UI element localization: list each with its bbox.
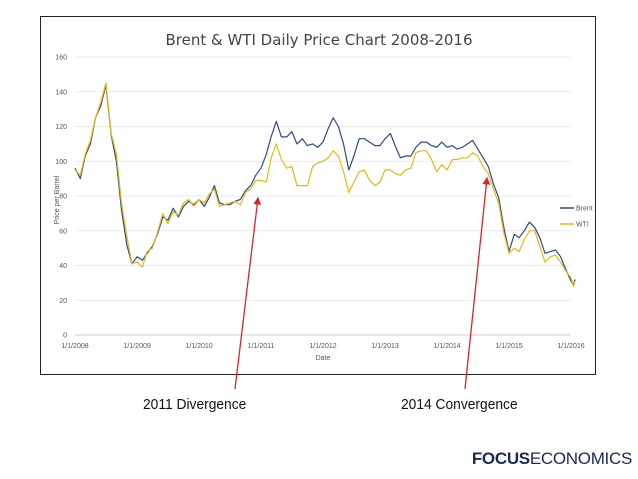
y-tick-label: 160 xyxy=(55,55,67,62)
y-tick-label: 60 xyxy=(59,228,67,235)
y-tick-label: 100 xyxy=(55,159,67,166)
legend-label: Brent xyxy=(576,206,593,213)
x-axis-label: Date xyxy=(316,355,331,362)
y-tick-labels: 0 20 40 60 80 100 120 140 160 xyxy=(55,55,67,340)
convergence-annotation: 2014 Convergence xyxy=(401,396,518,413)
brand-logo-part2: ECONOMICS xyxy=(529,449,632,468)
legend-label: WTI xyxy=(576,222,589,229)
x-tick-label: 1/1/2013 xyxy=(372,343,399,350)
y-tick-label: 40 xyxy=(59,263,67,270)
x-tick-label: 1/1/2015 xyxy=(495,343,522,350)
x-tick-label: 1/1/2009 xyxy=(124,343,151,350)
series-lines xyxy=(74,82,576,287)
x-tick-label: 1/1/2008 xyxy=(61,343,88,350)
chart-frame: Brent & WTI Daily Price Chart 2008-2016 … xyxy=(40,16,596,375)
brand-logo: FOCUSECONOMICS xyxy=(472,449,632,469)
y-axis-label: Price per Barrel xyxy=(54,175,61,224)
y-tick-label: 20 xyxy=(59,298,67,305)
divergence-annotation: 2011 Divergence xyxy=(143,396,247,413)
y-tick-label: 120 xyxy=(55,124,67,131)
x-tick-label: 1/1/2012 xyxy=(309,343,336,350)
y-tick-label: 140 xyxy=(55,89,67,96)
brand-logo-part1: FOCUS xyxy=(471,449,530,468)
y-tick-label: 0 xyxy=(63,333,67,340)
legend: Brent WTI xyxy=(560,206,593,229)
chart-title: Brent & WTI Daily Price Chart 2008-2016 xyxy=(166,31,473,49)
series-line-brent xyxy=(74,84,576,286)
x-tick-label: 1/1/2010 xyxy=(185,343,212,350)
y-tick-label: 80 xyxy=(59,194,67,201)
x-tick-label: 1/1/2011 xyxy=(248,343,275,350)
x-tick-label: 1/1/2016 xyxy=(557,343,584,350)
x-tick-labels: 1/1/2008 1/1/2009 1/1/2010 1/1/2011 1/1/2012… xyxy=(61,343,584,350)
price-chart: Brent & WTI Daily Price Chart 2008-2016 … xyxy=(54,31,593,362)
series-line-wti xyxy=(74,82,576,287)
x-tick-label: 1/1/2014 xyxy=(433,343,460,350)
